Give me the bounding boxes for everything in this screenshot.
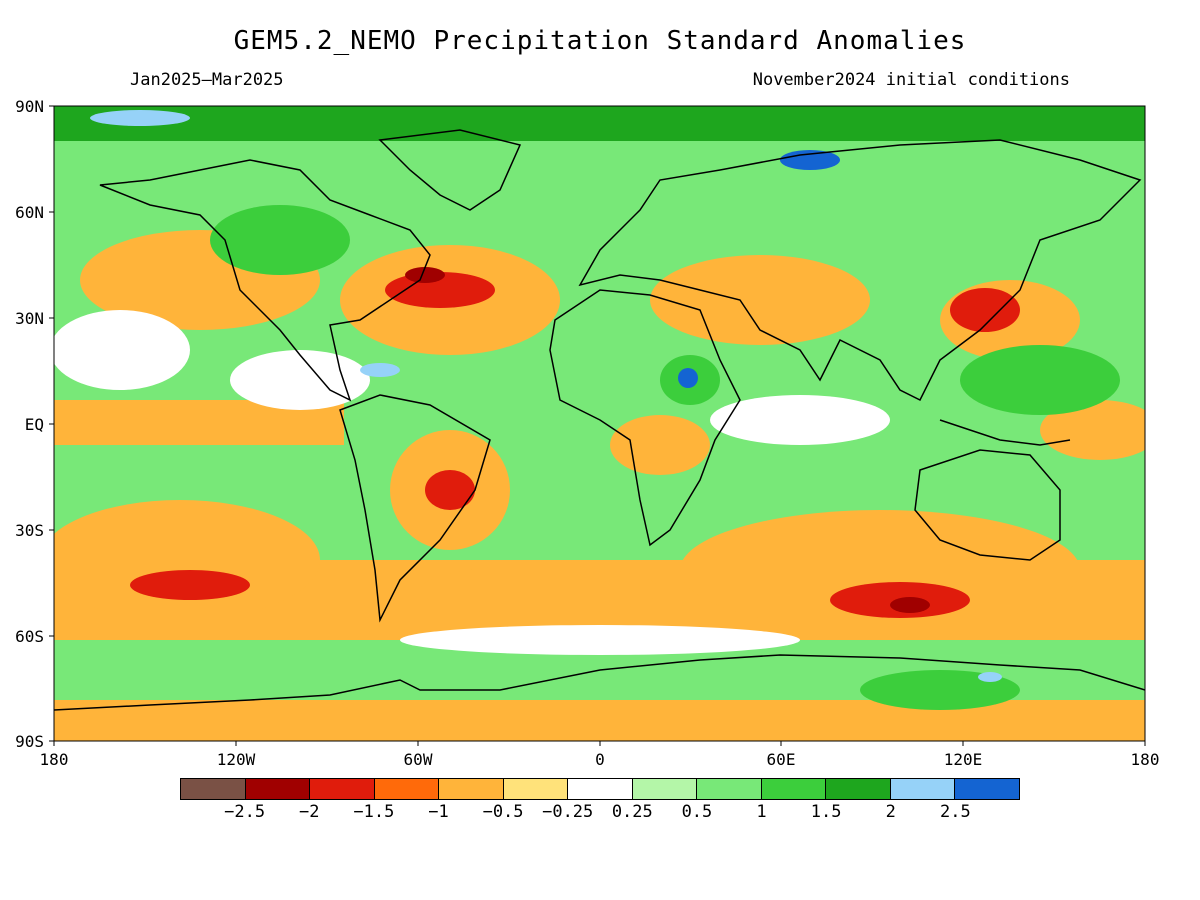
siberia-very-wet-patch [780,150,840,170]
coastlines [54,129,1145,711]
colorbar-swatch [439,779,504,799]
antarctica-very-wet-patch [978,672,1002,682]
south-pacific-dry-zone [54,500,320,620]
caribbean-wet-patch [360,363,400,377]
southern-ocean-neutral [400,625,800,655]
antarctica-wet-zone [860,670,1020,710]
forecast-period: Jan2025–Mar2025 [130,70,284,90]
south-america-coast [339,394,491,623]
colorbar-swatch [181,779,246,799]
south-indian-dry-zone [680,510,1080,630]
central-africa-dry-zone [610,415,710,475]
colorbar-swatch [245,779,311,799]
anomaly-field [54,106,1145,741]
maritime-continent-coast [939,419,1071,446]
south-america-strong-dry [425,470,475,510]
colorbar-label: 1.5 [810,802,842,822]
lat-label: 90S [15,732,44,751]
colorbar-swatch [697,779,762,799]
antarctica-coast [54,654,1145,711]
south-pacific-strong-dry [130,570,250,600]
middle-east-dry-zone [650,255,870,345]
colorbar-label: 2 [885,802,896,822]
colorbar-swatch [632,779,698,799]
colorbar-label: −0.5 [482,802,524,822]
colorbar-swatch [955,779,1019,799]
colorbar-swatch [503,779,569,799]
colorbar-label: 1 [756,802,767,822]
lon-label: 180 [39,750,69,769]
colorbar-label: −1 [428,802,449,822]
indian-ocean-neutral [710,395,890,445]
lat-label: 60S [15,627,44,646]
colorbar-label: −1.5 [353,802,395,822]
colorbar-label: 0.25 [611,802,653,822]
lon-label: 120W [216,750,256,769]
north-america-coast [99,159,431,402]
northwest-pacific-wet-zone [960,345,1120,415]
colorbar-label: 0.5 [681,802,713,822]
arctic-wet-patch [90,110,190,126]
arctic-very-wet-band [54,106,1145,141]
colorbar-swatch [826,779,891,799]
japan-strong-dry [950,288,1020,332]
africa-coast [549,289,741,547]
greenland-coast [378,129,522,211]
colorbar-label: −0.25 [542,802,594,822]
colorbar-label: −2 [298,802,320,822]
colorbar-swatch [568,779,633,799]
lat-label: 60N [15,203,44,222]
lat-label: 90N [15,97,44,116]
initial-conditions: November2024 initial conditions [752,70,1070,90]
australia-coast [914,449,1061,561]
subtropical-atlantic-neutral [230,350,370,410]
lon-label: 120E [943,750,983,769]
lat-label: 30N [15,309,44,328]
lon-label: 60E [766,750,796,769]
lon-label: 60W [403,750,433,769]
north-pacific-neutral [54,310,190,390]
colorbar-swatch [310,779,375,799]
lon-label: 180 [1130,750,1160,769]
east-africa-very-wet-patch [678,368,698,388]
south-atlantic-dry-zone [420,565,660,615]
eurasia-coast [578,139,1142,402]
colorbar-swatch [374,779,440,799]
lat-label: EQ [24,415,44,434]
lon-label: 0 [595,750,605,769]
lat-label: 30S [15,521,44,540]
colorbar-label: 2.5 [940,802,971,822]
colorbar [180,778,1020,800]
north-america-wet-zone [210,205,350,275]
north-atlantic-extreme-dry [405,267,445,283]
axis-ticks [49,105,1146,746]
chart-title: GEM5.2_NEMO Precipitation Standard Anoma… [233,26,967,56]
east-indian-ocean-dry-zone [1040,400,1145,460]
colorbar-label: −2.5 [224,802,266,822]
colorbar-swatch [890,779,956,799]
colorbar-swatch [761,779,827,799]
south-indian-extreme-dry [890,597,930,613]
